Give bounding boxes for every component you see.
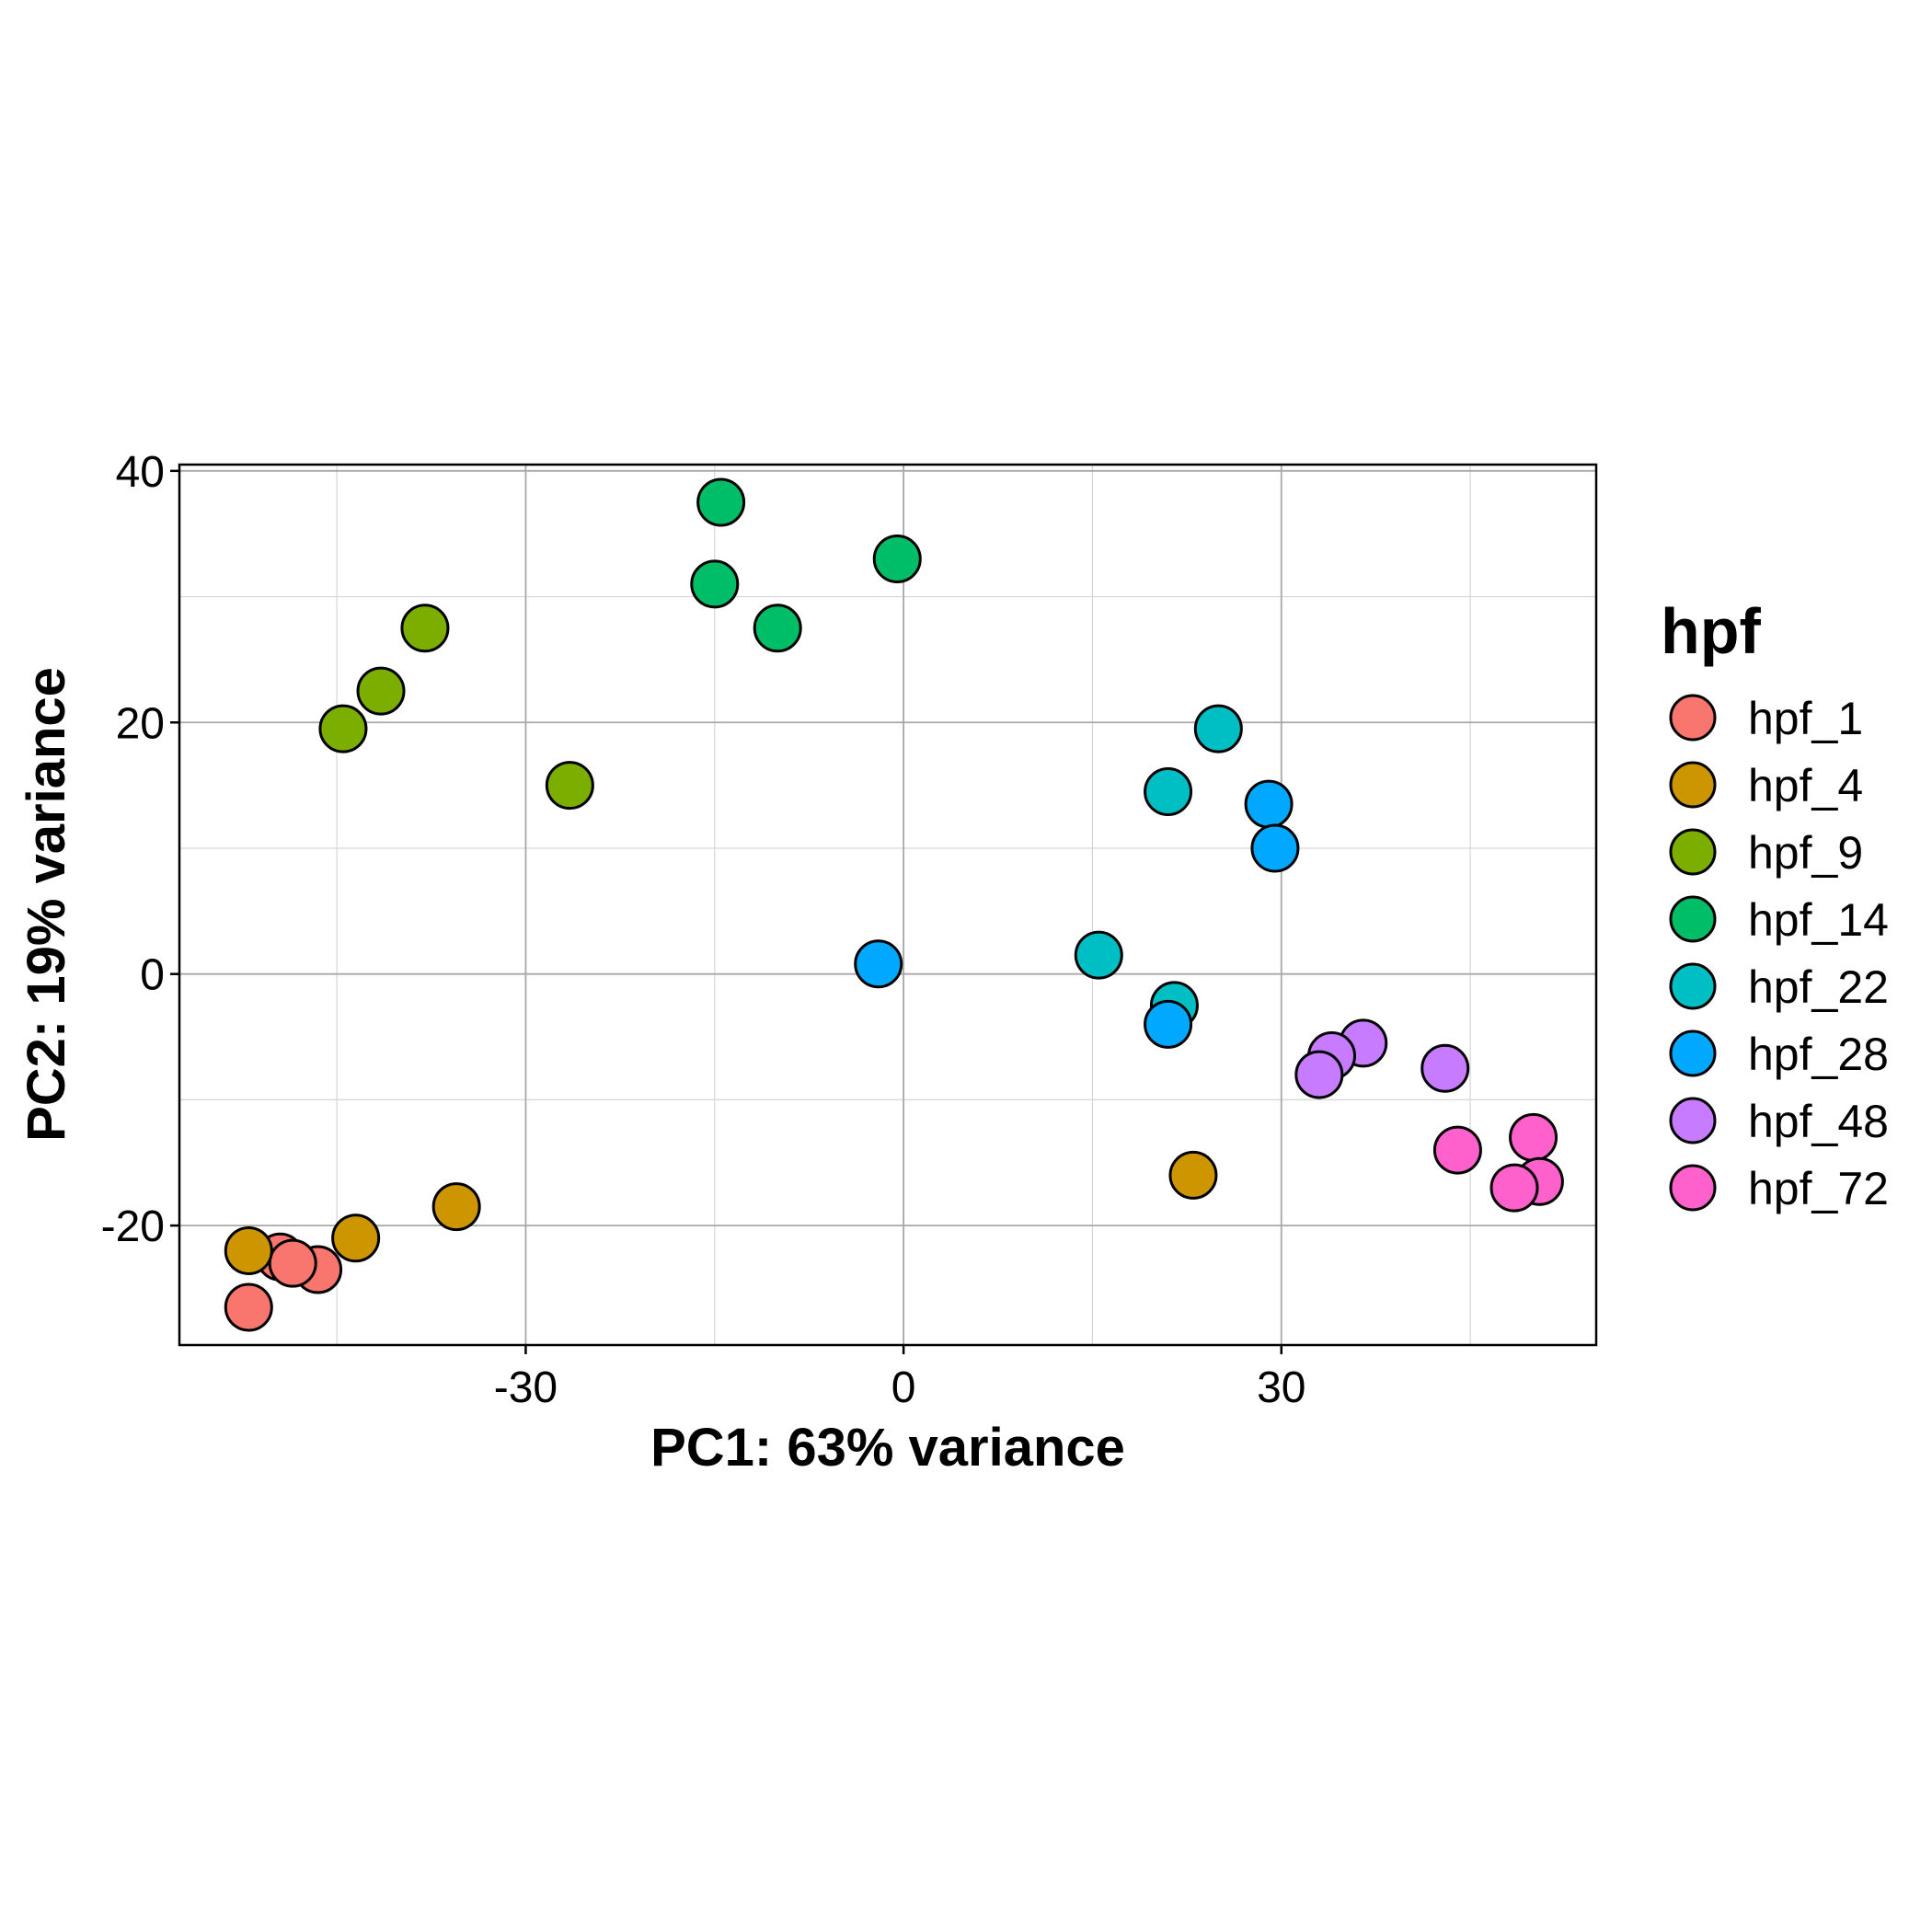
gridlines	[179, 465, 1596, 1345]
data-point-hpf-28	[1144, 999, 1193, 1049]
legend-label-hpf-48: hpf_48	[1748, 1096, 1889, 1147]
data-point-hpf-28	[854, 939, 903, 989]
legend-key-hpf-72	[1669, 1164, 1717, 1212]
legend-label-hpf-22: hpf_22	[1748, 961, 1889, 1013]
data-point-hpf-72	[1489, 1163, 1539, 1213]
legend-items: hpf_1 hpf_4 hpf_9 hpf_14 hpf_22 hpf_28 hpf_48h…	[1669, 693, 1889, 1214]
data-point-hpf-9	[318, 704, 368, 753]
data-point-hpf-4	[431, 1182, 481, 1232]
plot-panel-border	[178, 463, 1598, 1347]
data-point-hpf-9	[400, 604, 450, 653]
legend-label-hpf-4: hpf_4	[1748, 760, 1863, 811]
x-tick-label: 30	[1257, 1363, 1305, 1412]
legend-label-hpf-9: hpf_9	[1748, 827, 1863, 879]
data-point-hpf-9	[545, 761, 594, 811]
data-point-hpf-1	[224, 1282, 273, 1332]
data-point-hpf-14	[696, 477, 746, 527]
legend-label-hpf-72: hpf_72	[1748, 1163, 1889, 1214]
y-tick-label: 20	[116, 699, 165, 748]
data-point-hpf-72	[1509, 1112, 1558, 1162]
legend-label-hpf-1: hpf_1	[1748, 693, 1863, 744]
data-point-hpf-72	[1432, 1125, 1482, 1175]
y-tick-label: 0	[140, 951, 165, 1000]
axis-ticks: -30 0 30 -20 0 20 40	[101, 448, 1306, 1412]
x-tick-label: -30	[494, 1363, 558, 1412]
data-point-hpf-22	[1144, 766, 1193, 816]
legend-key-hpf-9	[1669, 828, 1717, 876]
data-point-hpf-22	[1074, 930, 1123, 980]
data-point-hpf-4	[224, 1225, 273, 1275]
legend-key-hpf-22	[1669, 962, 1717, 1010]
data-point-hpf-48	[1420, 1043, 1470, 1093]
legend-label-hpf-14: hpf_14	[1748, 894, 1889, 946]
y-tick-label: 40	[116, 448, 165, 497]
x-tick-label: 0	[891, 1363, 916, 1412]
data-point-hpf-14	[690, 559, 740, 609]
data-point-hpf-4	[331, 1213, 381, 1263]
x-axis-title: PC1: 63% variance	[650, 1418, 1125, 1478]
legend-key-hpf-4	[1669, 761, 1717, 809]
legend-key-hpf-1	[1669, 694, 1717, 742]
legend: hpf hpf_1hpf_4hpf_9hpf_14hpf_22hpf_28hpf…	[1661, 595, 1889, 1214]
legend-title: hpf	[1661, 595, 1762, 667]
y-axis-title: PC2: 19% variance	[17, 667, 76, 1142]
data-point-hpf-28	[1244, 779, 1294, 829]
data-point-hpf-4	[1168, 1150, 1218, 1200]
data-point-hpf-22	[1193, 704, 1243, 753]
data-point-hpf-9	[356, 666, 406, 716]
data-point-hpf-28	[1250, 823, 1300, 873]
data-points	[224, 477, 1564, 1332]
legend-key-hpf-28	[1669, 1029, 1717, 1077]
data-point-hpf-14	[753, 604, 802, 653]
legend-label-hpf-28: hpf_28	[1748, 1029, 1889, 1080]
legend-key-hpf-48	[1669, 1097, 1717, 1144]
data-point-hpf-1	[268, 1238, 317, 1288]
y-tick-label: -20	[101, 1202, 165, 1251]
legend-key-hpf-14	[1669, 895, 1717, 943]
data-point-hpf-14	[872, 535, 922, 584]
data-point-hpf-48	[1294, 1050, 1344, 1099]
